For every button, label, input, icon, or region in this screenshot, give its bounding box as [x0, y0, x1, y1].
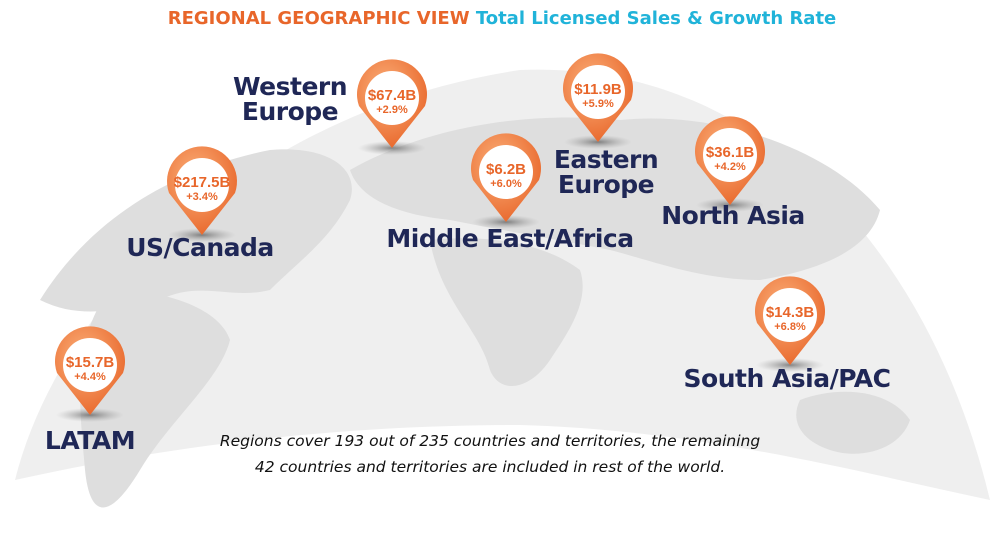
title-part1: REGIONAL GEOGRAPHIC VIEW [168, 8, 470, 29]
pin-inner [365, 71, 419, 125]
region-name: US/Canada [126, 233, 274, 262]
pin-inner [703, 128, 757, 182]
region: $36.1B+4.2% North Asia [661, 116, 805, 230]
growth: +3.4% [186, 191, 218, 203]
region-name: Middle East/Africa [386, 224, 633, 253]
sales: $36.1B [706, 144, 755, 161]
region-name: Western [233, 72, 347, 101]
growth: +2.9% [376, 104, 408, 116]
region-name: Eastern [554, 145, 658, 174]
region: $14.3B+6.8% South Asia/PAC [684, 276, 891, 393]
note-line: Regions cover 193 out of 235 countries a… [220, 432, 761, 450]
title-part2: Total Licensed Sales & Growth Rate [476, 8, 836, 29]
region-name: Europe [558, 170, 654, 199]
region-name: Europe [242, 97, 338, 126]
pins: $67.4B+2.9%WesternEurope$217.5B+3.4%US/C… [45, 53, 891, 455]
sales: $15.7B [66, 354, 115, 371]
region: $217.5B+3.4% US/Canada [126, 146, 274, 262]
pin-inner [175, 158, 229, 212]
sales: $217.5B [174, 174, 231, 191]
sales: $14.3B [766, 304, 815, 321]
australia [796, 391, 910, 454]
growth: +4.2% [714, 161, 746, 173]
pin-inner [63, 338, 117, 392]
pin-inner [763, 288, 817, 342]
note-line: 42 countries and territories are include… [255, 458, 725, 476]
region-name: North Asia [661, 201, 805, 230]
africa [430, 238, 583, 387]
pin-inner [571, 65, 625, 119]
growth: +4.4% [74, 371, 106, 383]
region-name: LATAM [45, 426, 135, 455]
region: $15.7B+4.4% LATAM [45, 326, 136, 455]
sales: $6.2B [486, 161, 526, 178]
growth: +6.0% [490, 178, 522, 190]
region: $6.2B+6.0% Middle East/Africa [386, 133, 634, 253]
sales: $11.9B [574, 81, 622, 98]
pin-inner [479, 145, 533, 199]
title: REGIONAL GEOGRAPHIC VIEW Total Licensed … [168, 8, 837, 29]
region-name: South Asia/PAC [684, 364, 891, 393]
sales: $67.4B [368, 87, 417, 104]
growth: +6.8% [774, 321, 806, 333]
growth: +5.9% [582, 98, 614, 110]
